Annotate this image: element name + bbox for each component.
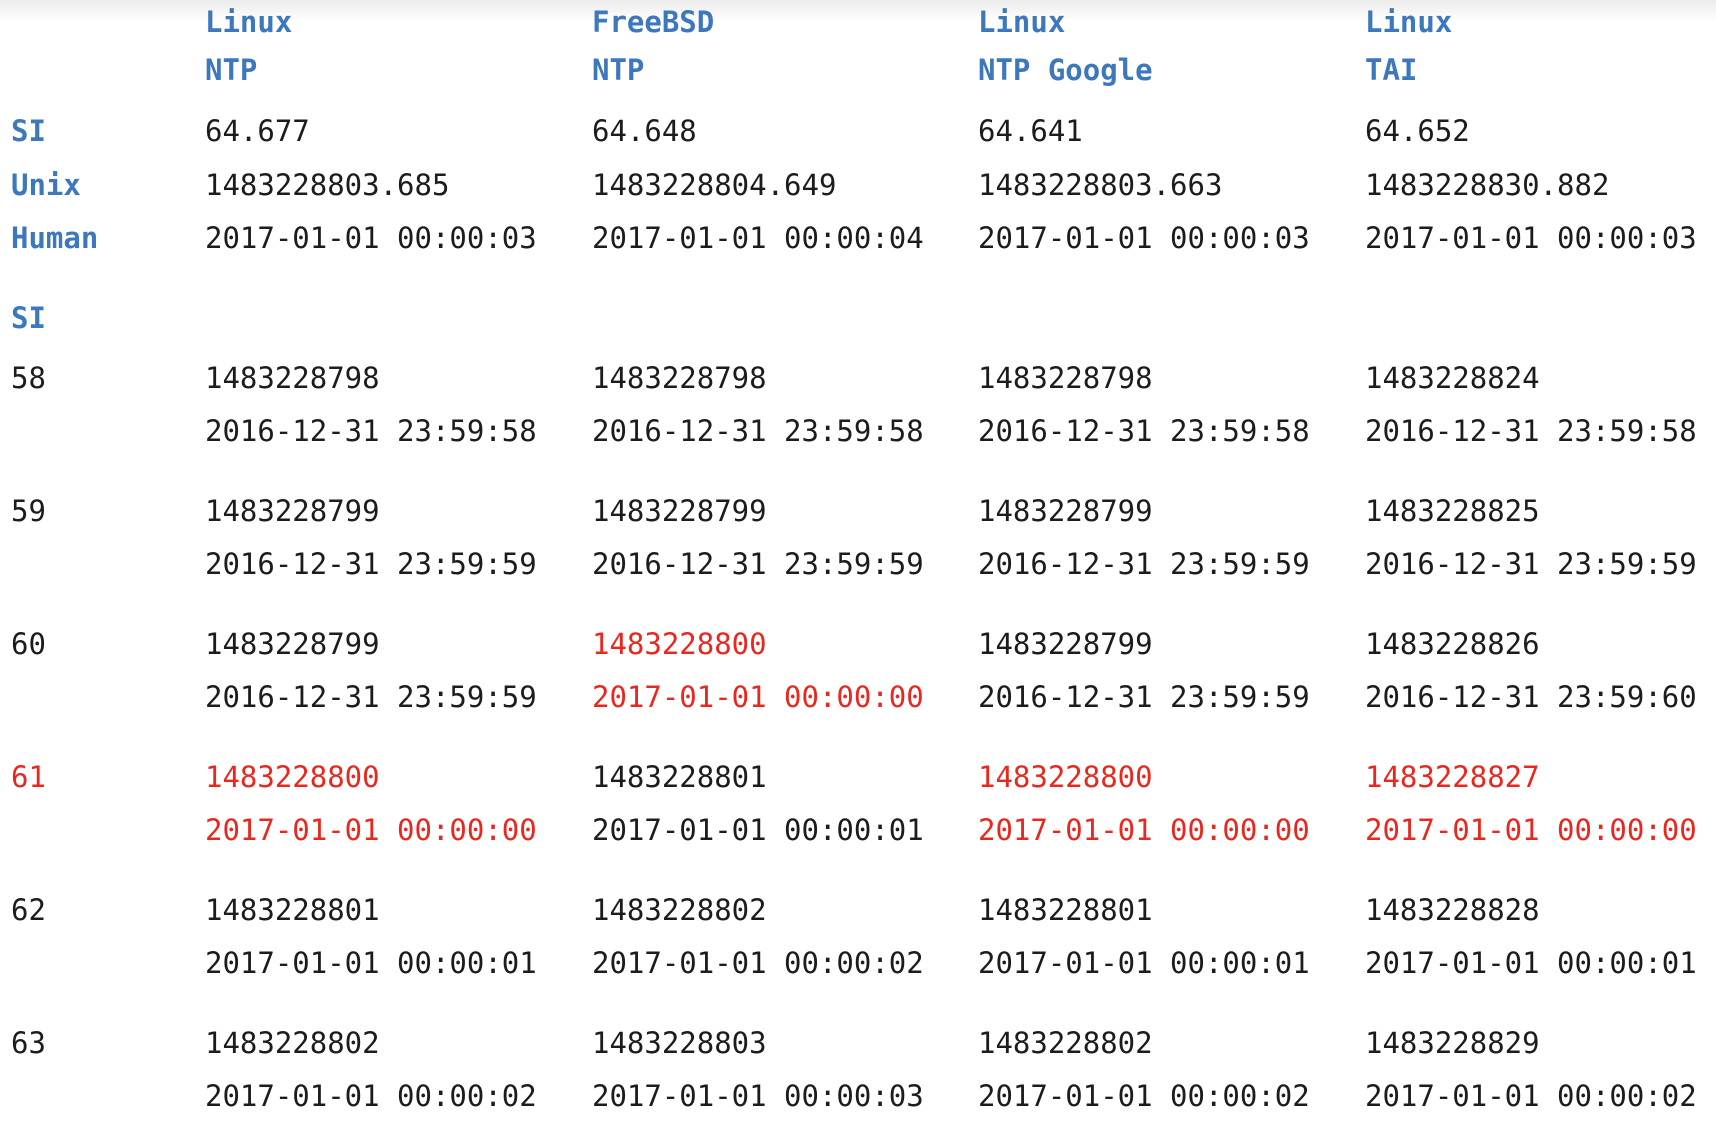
- unix-timestamp: 1483228799: [205, 494, 380, 528]
- human-timestamp: 2016-12-31 23:59:60: [1365, 680, 1697, 714]
- summary-value: 2017-01-01 00:00:03: [205, 221, 537, 255]
- human-timestamp: 2017-01-01 00:00:02: [205, 1079, 537, 1113]
- si-second-label: 61: [11, 760, 46, 794]
- column-header-source: NTP Google: [978, 53, 1153, 87]
- human-timestamp: 2017-01-01 00:00:02: [978, 1079, 1310, 1113]
- unix-timestamp: 1483228798: [978, 361, 1153, 395]
- human-timestamp: 2017-01-01 00:00:01: [978, 946, 1310, 980]
- summary-value: 2017-01-01 00:00:03: [978, 221, 1310, 255]
- human-timestamp: 2016-12-31 23:59:59: [978, 680, 1310, 714]
- column-header-system: Linux: [1365, 5, 1453, 39]
- unix-timestamp: 1483228799: [978, 494, 1153, 528]
- top-shadow: [0, 0, 1716, 22]
- summary-value: 2017-01-01 00:00:04: [592, 221, 924, 255]
- si-section-label: SI: [11, 301, 46, 335]
- summary-row-label: Unix: [11, 168, 81, 202]
- unix-timestamp: 1483228829: [1365, 1026, 1540, 1060]
- human-timestamp: 2017-01-01 00:00:00: [592, 680, 924, 714]
- column-header-source: TAI: [1365, 53, 1418, 87]
- human-timestamp: 2016-12-31 23:59:59: [1365, 547, 1697, 581]
- unix-timestamp: 1483228801: [978, 893, 1153, 927]
- unix-timestamp: 1483228799: [978, 627, 1153, 661]
- summary-value: 1483228804.649: [592, 168, 837, 202]
- si-second-label: 58: [11, 361, 46, 395]
- human-timestamp: 2016-12-31 23:59:59: [978, 547, 1310, 581]
- unix-timestamp: 1483228827: [1365, 760, 1540, 794]
- unix-timestamp: 1483228825: [1365, 494, 1540, 528]
- human-timestamp: 2017-01-01 00:00:00: [978, 813, 1310, 847]
- unix-timestamp: 1483228802: [978, 1026, 1153, 1060]
- human-timestamp: 2017-01-01 00:00:01: [1365, 946, 1697, 980]
- unix-timestamp: 1483228828: [1365, 893, 1540, 927]
- unix-timestamp: 1483228826: [1365, 627, 1540, 661]
- human-timestamp: 2017-01-01 00:00:01: [592, 813, 924, 847]
- si-second-label: 62: [11, 893, 46, 927]
- human-timestamp: 2016-12-31 23:59:58: [978, 414, 1310, 448]
- unix-timestamp: 1483228799: [205, 627, 380, 661]
- human-timestamp: 2017-01-01 00:00:02: [592, 946, 924, 980]
- unix-timestamp: 1483228801: [592, 760, 767, 794]
- summary-value: 64.648: [592, 114, 697, 148]
- summary-value: 64.641: [978, 114, 1083, 148]
- unix-timestamp: 1483228800: [205, 760, 380, 794]
- unix-timestamp: 1483228798: [592, 361, 767, 395]
- human-timestamp: 2016-12-31 23:59:58: [205, 414, 537, 448]
- summary-value: 1483228803.663: [978, 168, 1223, 202]
- human-timestamp: 2017-01-01 00:00:01: [205, 946, 537, 980]
- si-second-label: 59: [11, 494, 46, 528]
- summary-value: 2017-01-01 00:00:03: [1365, 221, 1697, 255]
- unix-timestamp: 1483228824: [1365, 361, 1540, 395]
- human-timestamp: 2016-12-31 23:59:59: [205, 680, 537, 714]
- summary-row-label: Human: [11, 221, 99, 255]
- human-timestamp: 2016-12-31 23:59:59: [205, 547, 537, 581]
- human-timestamp: 2017-01-01 00:00:00: [205, 813, 537, 847]
- summary-row-label: SI: [11, 114, 46, 148]
- si-second-label: 60: [11, 627, 46, 661]
- unix-timestamp: 1483228802: [592, 893, 767, 927]
- unix-timestamp: 1483228803: [592, 1026, 767, 1060]
- column-header-system: FreeBSD: [592, 5, 715, 39]
- summary-value: 64.677: [205, 114, 310, 148]
- unix-timestamp: 1483228801: [205, 893, 380, 927]
- unix-timestamp: 1483228800: [978, 760, 1153, 794]
- summary-value: 1483228830.882: [1365, 168, 1610, 202]
- column-header-source: NTP: [592, 53, 645, 87]
- human-timestamp: 2017-01-01 00:00:03: [592, 1079, 924, 1113]
- si-second-label: 63: [11, 1026, 46, 1060]
- human-timestamp: 2016-12-31 23:59:59: [592, 547, 924, 581]
- unix-timestamp: 1483228799: [592, 494, 767, 528]
- human-timestamp: 2016-12-31 23:59:58: [592, 414, 924, 448]
- unix-timestamp: 1483228798: [205, 361, 380, 395]
- human-timestamp: 2017-01-01 00:00:02: [1365, 1079, 1697, 1113]
- summary-value: 64.652: [1365, 114, 1470, 148]
- human-timestamp: 2017-01-01 00:00:00: [1365, 813, 1697, 847]
- unix-timestamp: 1483228800: [592, 627, 767, 661]
- unix-timestamp: 1483228802: [205, 1026, 380, 1060]
- summary-value: 1483228803.685: [205, 168, 450, 202]
- column-header-system: Linux: [205, 5, 293, 39]
- column-header-system: Linux: [978, 5, 1066, 39]
- column-header-source: NTP: [205, 53, 258, 87]
- human-timestamp: 2016-12-31 23:59:58: [1365, 414, 1697, 448]
